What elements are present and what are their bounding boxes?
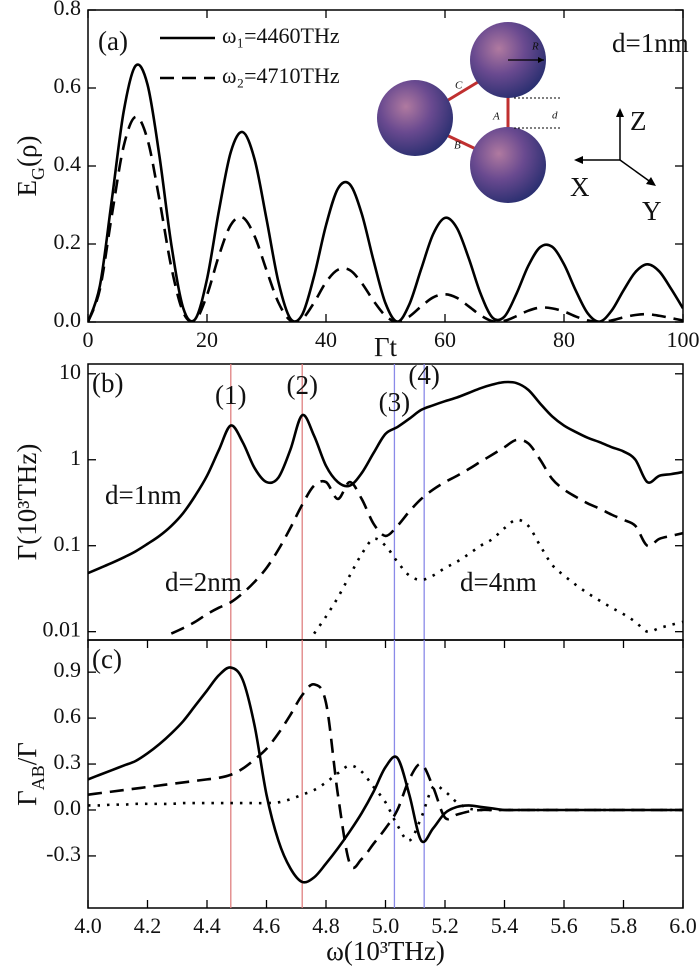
series-label: d=4nm [460, 567, 537, 597]
x-tick-label: 100 [667, 327, 700, 352]
data-line [88, 666, 683, 884]
x-tick-label: 0 [83, 327, 94, 352]
panel-label: (b) [92, 368, 123, 398]
data-line [88, 682, 683, 870]
data-line [313, 518, 683, 635]
plot-frame [87, 639, 684, 909]
x-tick-label: 5.8 [610, 913, 638, 938]
y-tick-label: 0.0 [54, 307, 82, 332]
data-line [88, 63, 683, 322]
x-tick-label: 5.6 [550, 913, 578, 938]
marker-label: (4) [408, 360, 439, 390]
legend-label: ω₁=4460THz [222, 23, 340, 48]
y-axis-label: Γ(10³THz) [12, 444, 42, 561]
y-axis-label-part: AB [28, 765, 48, 790]
panel-label: (c) [92, 644, 122, 674]
inset-label: C [455, 80, 463, 92]
x-tick-label: 60 [434, 327, 456, 352]
sphere [470, 127, 546, 203]
y-tick-label: 0.3 [54, 749, 82, 774]
arrow-head [616, 108, 624, 117]
data-line [88, 115, 683, 322]
x-tick-label: 4.4 [193, 913, 221, 938]
marker-label: (1) [215, 380, 246, 410]
inset-label: d [552, 110, 558, 122]
data-line [88, 764, 683, 842]
y-axis-label: EG(ρ) [12, 136, 48, 197]
x-tick-label: 80 [553, 327, 575, 352]
data-line [88, 380, 683, 575]
series-label: d=1nm [105, 480, 182, 510]
y-axis-label-part: G [28, 167, 48, 180]
arrow-head [574, 156, 583, 164]
inset-label: B [454, 140, 461, 152]
series-label: d=2nm [165, 567, 242, 597]
marker-label: (3) [379, 387, 410, 417]
y-tick-label: 10 [59, 359, 81, 384]
data-line [170, 438, 683, 635]
x-tick-label: 5.2 [431, 913, 459, 938]
y-axis-label-part: E [12, 180, 42, 197]
x-axis-label: Γt [374, 332, 398, 362]
axis-icon-label: X [570, 172, 590, 202]
axis-icon-label: Y [642, 196, 662, 226]
axis-arrow [619, 159, 653, 184]
y-tick-label: 0.0 [54, 795, 82, 820]
inset-label: R [531, 41, 539, 53]
y-tick-label: 0.1 [54, 531, 82, 556]
x-tick-label: 4.6 [253, 913, 281, 938]
y-tick-label: 0.8 [54, 0, 82, 20]
arrow-head [538, 57, 544, 63]
inset-diagram: R C A B d Z X Y d=1nm [377, 22, 689, 226]
y-axis-label-part: /Γ [12, 742, 42, 765]
y-tick-label: 0.2 [54, 229, 82, 254]
x-tick-label: 4.2 [134, 913, 162, 938]
y-axis-label: ΓAB/Γ [12, 742, 48, 806]
legend-label: ω₂=4710THz [222, 63, 340, 88]
y-tick-label: 0.6 [54, 703, 82, 728]
axis-icon-label: Z [630, 106, 647, 136]
y-axis-label-part: Γ [12, 790, 42, 806]
annotation: d=1nm [612, 28, 689, 58]
inset-label: A [492, 111, 500, 123]
x-tick-label: 6.0 [669, 913, 697, 938]
y-axis-label-part: (ρ) [12, 136, 42, 167]
sphere [377, 80, 453, 156]
y-tick-label: 0.6 [54, 73, 82, 98]
panel-label: (a) [98, 26, 128, 56]
y-tick-label: -0.3 [46, 841, 81, 866]
x-axis-label: ω(10³THz) [326, 936, 445, 966]
x-tick-label: 4.0 [74, 913, 102, 938]
x-tick-label: 5.0 [372, 913, 400, 938]
marker-label: (2) [286, 370, 317, 400]
x-tick-label: 4.8 [312, 913, 340, 938]
x-tick-label: 5.4 [491, 913, 519, 938]
y-tick-label: 0.9 [54, 657, 82, 682]
y-tick-label: 0.01 [43, 617, 82, 642]
x-tick-label: 40 [315, 327, 337, 352]
y-tick-label: 0.4 [54, 151, 82, 176]
x-tick-label: 20 [196, 327, 218, 352]
arrow-head [646, 177, 656, 186]
y-tick-label: 1 [70, 445, 81, 470]
